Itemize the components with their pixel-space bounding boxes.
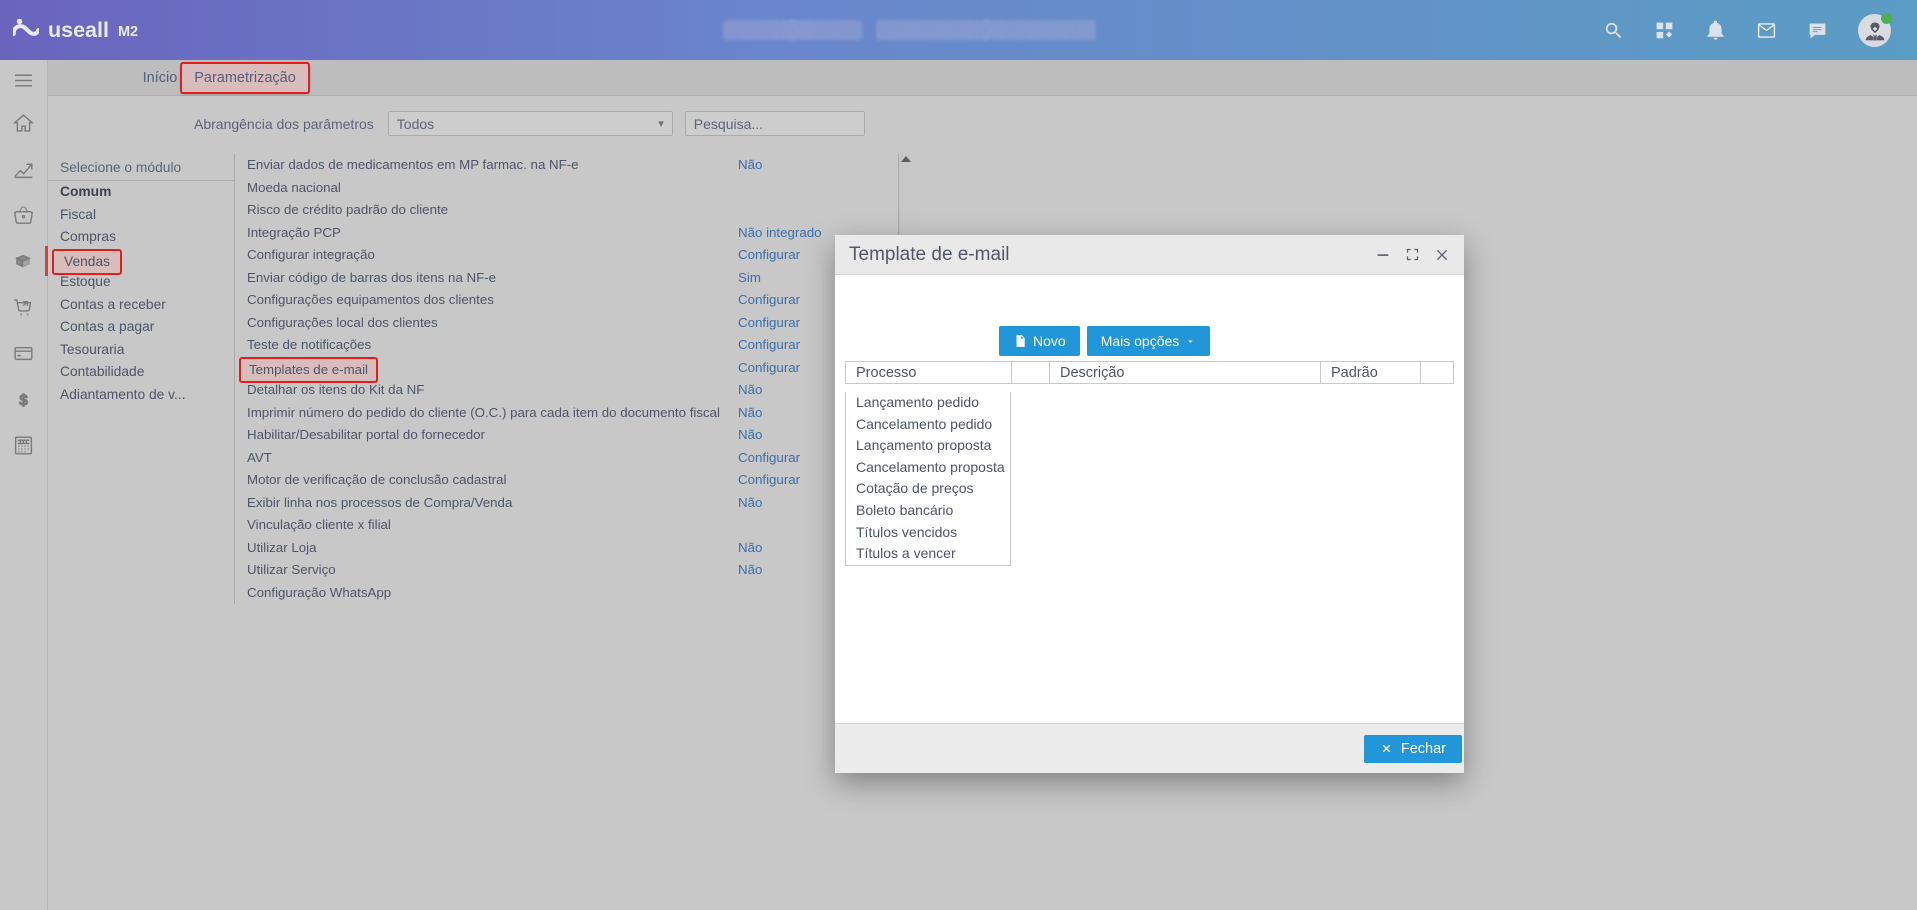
svg-text:$: $ bbox=[19, 392, 28, 408]
